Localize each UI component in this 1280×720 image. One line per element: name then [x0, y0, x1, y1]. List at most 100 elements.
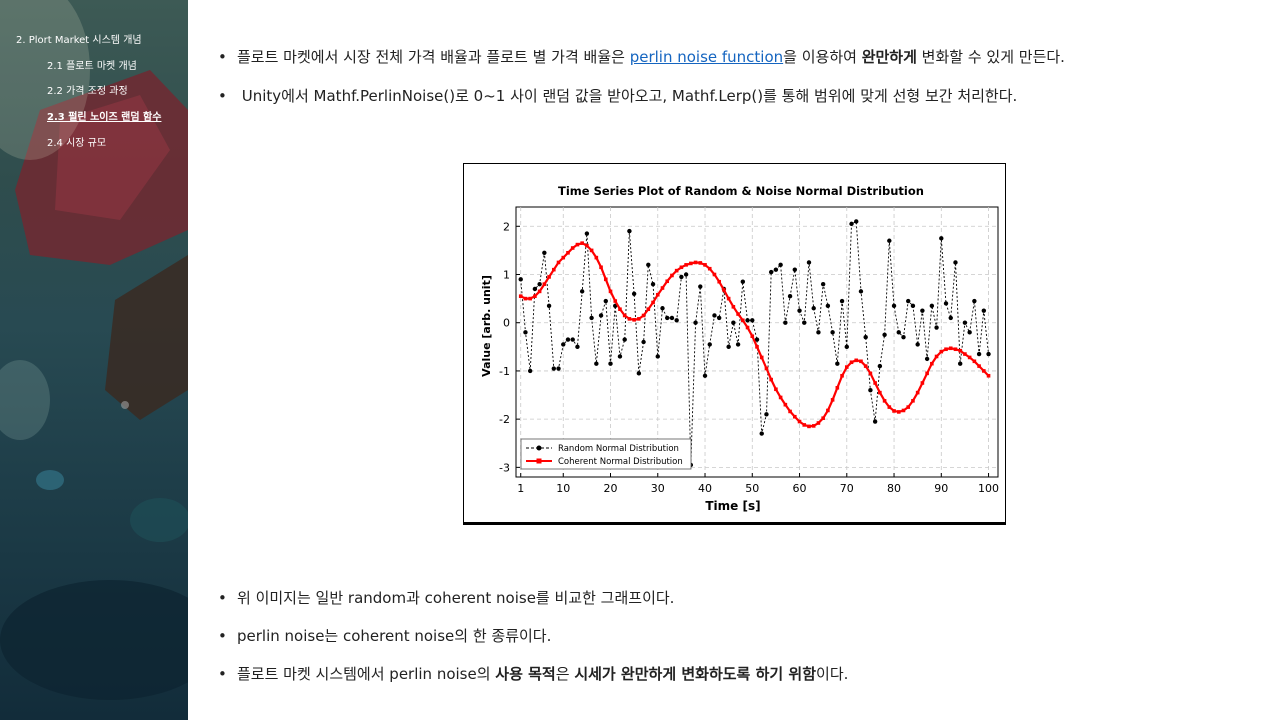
series-random-point	[806, 260, 812, 265]
toc-item-plort-market[interactable]: 2.1 플로트 마켓 개념	[47, 61, 137, 72]
series-random-point	[943, 301, 949, 306]
chart-xlabel: Time [s]	[705, 499, 760, 513]
series-coherent-point	[745, 325, 750, 330]
toc-item-price-adjustment[interactable]: 2.2 가격 조정 과정	[47, 86, 128, 97]
series-coherent-point	[750, 334, 755, 339]
series-random-point	[967, 330, 972, 335]
series-coherent-point	[528, 296, 532, 301]
series-random-point	[835, 361, 840, 366]
series-coherent-point	[821, 416, 825, 420]
bullet-text: 플로트 마켓 시스템에서 perlin noise의	[237, 665, 496, 683]
series-random-point	[523, 330, 528, 335]
bullet-purpose: • 플로트 마켓 시스템에서 perlin noise의 사용 목적은 시세가 완…	[218, 664, 848, 684]
series-random-point	[792, 267, 798, 272]
series-random-point	[518, 277, 523, 282]
y-tick-label: 2	[503, 220, 510, 233]
series-coherent-point	[807, 424, 811, 429]
toc-item-market-size[interactable]: 2.4 시장 규모	[47, 138, 107, 149]
series-random-point	[740, 279, 746, 284]
bullet-dot: •	[218, 87, 227, 105]
series-coherent-point	[679, 265, 684, 270]
series-random-point	[693, 320, 698, 325]
series-random-point	[759, 431, 764, 436]
series-random-point	[787, 293, 793, 299]
series-coherent-point	[566, 251, 570, 255]
series-coherent-point	[698, 261, 703, 265]
series-coherent-point	[542, 282, 547, 286]
series-coherent-point	[769, 377, 773, 382]
series-random-point	[981, 308, 987, 313]
bullet-bold-text: 시세가 완만하게 변화하도록 하기 위함	[574, 665, 817, 683]
series-random-point	[584, 231, 590, 236]
series-coherent-point	[632, 318, 636, 322]
x-tick-label: 10	[556, 482, 570, 495]
series-random-point	[934, 325, 939, 330]
series-random-point	[839, 298, 845, 304]
series-random-point	[915, 342, 920, 347]
series-random-point	[910, 303, 916, 309]
series-random-point	[778, 262, 783, 268]
series-coherent-point	[849, 360, 854, 365]
bullet-text: 이다.	[816, 665, 849, 683]
series-random-point	[641, 339, 646, 345]
series-random-point	[972, 298, 977, 304]
series-random-point	[669, 315, 675, 321]
series-coherent-point	[967, 355, 972, 360]
series-random-point	[542, 250, 547, 256]
perlin-noise-link[interactable]: perlin noise function	[629, 48, 784, 66]
series-coherent-point	[953, 347, 958, 352]
series-random-point	[556, 366, 561, 371]
series-random-point	[811, 306, 816, 311]
y-tick-label: 0	[503, 317, 510, 330]
x-tick-label: 70	[840, 482, 854, 495]
sidebar-background-art	[0, 0, 188, 700]
y-tick-label: -1	[499, 365, 510, 378]
bullet-text: 을 이용하여	[783, 48, 862, 66]
series-random-point	[665, 315, 670, 321]
series-coherent-point	[797, 419, 802, 424]
series-coherent-point	[835, 386, 840, 390]
series-random-point	[953, 260, 958, 265]
noise-comparison-chart: Time Series Plot of Random & Noise Norma…	[463, 163, 1006, 525]
series-random-point	[527, 368, 533, 374]
bullet-bold-text: 완만하게	[861, 48, 917, 66]
series-random-point	[924, 356, 930, 362]
y-tick-label: 1	[503, 269, 510, 282]
bullet-unity-method: • Unity에서 Mathf.PerlinNoise()로 0~1 사이 랜덤…	[218, 86, 1017, 106]
series-coherent-point	[802, 423, 807, 427]
series-coherent-point	[982, 369, 986, 373]
series-coherent-point	[963, 352, 967, 356]
series-coherent-point	[873, 381, 877, 385]
series-coherent-point	[533, 294, 537, 298]
toc-item-perlin-noise[interactable]: 2.3 펄린 노이즈 랜덤 함수	[47, 112, 162, 123]
series-random-point	[962, 320, 968, 325]
series-random-point	[631, 291, 637, 296]
series-random-point	[948, 315, 953, 321]
series-coherent-point	[556, 260, 561, 265]
series-coherent-point	[523, 296, 528, 301]
plot-area	[515, 206, 999, 478]
series-coherent-point	[693, 260, 698, 265]
series-random-point	[570, 337, 575, 342]
series-random-point	[825, 303, 831, 309]
series-random-point	[872, 419, 878, 424]
series-coherent-point	[637, 317, 641, 321]
series-coherent-line	[520, 242, 990, 428]
series-coherent-point	[518, 294, 523, 298]
series-random-point	[551, 366, 557, 371]
sidebar: 2. Plort Market 시스템 개념 2.1 플로트 마켓 개념 2.2…	[0, 0, 188, 720]
series-coherent-point	[537, 289, 542, 294]
legend-coherent: Coherent Normal Distribution	[558, 457, 683, 467]
series-random-point	[646, 262, 651, 268]
series-coherent-point	[887, 405, 892, 409]
series-random-point	[773, 267, 779, 272]
series-random-line	[520, 220, 989, 465]
series-coherent-point	[707, 266, 712, 271]
series-coherent-point	[689, 261, 693, 266]
toc-item-plort-market-concept[interactable]: 2. Plort Market 시스템 개념	[16, 35, 142, 46]
series-random-point	[820, 281, 826, 287]
series-coherent-point	[703, 263, 707, 267]
series-coherent-point	[608, 289, 613, 294]
series-random-point	[579, 289, 585, 294]
series-coherent-point	[788, 409, 792, 414]
